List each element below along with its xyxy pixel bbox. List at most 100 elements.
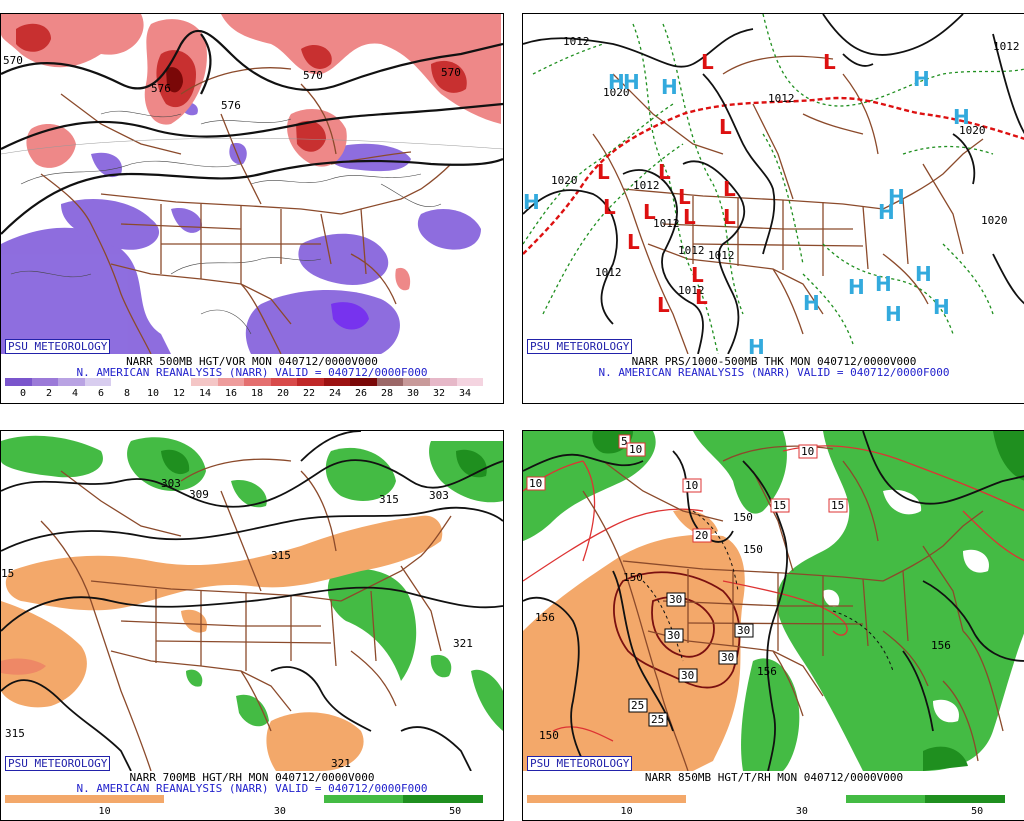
700mb-map: 303 309 315 303 315 15 321 315 321 — [1, 431, 503, 771]
svg-text:H: H — [915, 262, 932, 286]
svg-text:L: L — [695, 285, 708, 309]
colorbar-tick: 16 — [224, 388, 238, 399]
contour-label: 309 — [189, 488, 209, 501]
svg-text:L: L — [719, 115, 732, 139]
colorbar-tick: 2 — [45, 388, 53, 399]
panel-850mb-temp-rh: 156 150 150 156 150 156 150 5 10 10 10 10 15 1… — [522, 430, 1024, 821]
temperature-label: 30 — [737, 624, 750, 637]
panel-subtitle: N. AMERICAN REANALYSIS (NARR) VALID = 04… — [598, 366, 950, 379]
contour-label: 576 — [221, 99, 241, 112]
colorbar-tick: 22 — [302, 388, 316, 399]
panel-title: NARR 500MB HGT/VOR MON 040712/0000V000 — [126, 355, 378, 368]
colorbar-tick: 12 — [172, 388, 186, 399]
temperature-label: 15 — [831, 499, 844, 512]
contour-label: 315 — [271, 549, 291, 562]
temperature-label-box — [666, 592, 686, 607]
svg-text:L: L — [643, 200, 656, 224]
svg-text:H: H — [878, 200, 895, 224]
temperature-label-box — [682, 478, 702, 493]
temperature-label-box — [828, 498, 848, 513]
colorbar-tick: 50 — [971, 806, 984, 817]
temperature-label: 10 — [529, 477, 542, 490]
svg-text:H: H — [848, 275, 865, 299]
colorbar-segment — [31, 378, 59, 386]
colorbar-tick: 6 — [97, 388, 105, 399]
svg-text:H: H — [608, 70, 625, 94]
isobar-label: 1020 — [981, 214, 1008, 227]
svg-text:L: L — [723, 177, 736, 201]
temperature-label-box — [526, 476, 546, 491]
svg-text:H: H — [953, 105, 970, 129]
contour-label: 315 — [5, 727, 25, 740]
isobar-label: 1012 — [678, 284, 705, 297]
colorbar-segment — [244, 378, 271, 386]
colorbar-tick: 32 — [432, 388, 446, 399]
rh-colorbar — [527, 795, 1006, 803]
colorbar-tick: 0 — [19, 388, 27, 399]
contour-label: 321 — [453, 637, 473, 650]
colorbar-segment — [376, 378, 404, 386]
rh-colorbar — [5, 795, 484, 803]
contour-label: 315 — [379, 493, 399, 506]
colorbar-segment — [164, 378, 191, 386]
temperature-label: 10 — [629, 443, 642, 456]
contour-label: 570 — [3, 54, 23, 67]
panel-pressure-thickness: 1012 1012 1020 1020 1012 1012 1020 1012 … — [522, 13, 1024, 404]
isobar-label: 1012 — [993, 40, 1020, 53]
svg-text:L: L — [678, 185, 691, 209]
rh-colorbar-ticks: 1030507090 — [5, 806, 483, 818]
contour-label: 156 — [535, 611, 555, 624]
contour-label: 15 — [1, 567, 14, 580]
colorbar-tick: 4 — [71, 388, 79, 399]
svg-text:L: L — [603, 195, 616, 219]
colorbar-tick: 24 — [328, 388, 342, 399]
colorbar-tick: 30 — [406, 388, 420, 399]
temperature-label: 10 — [801, 445, 814, 458]
colorbar-segment — [297, 378, 324, 386]
svg-text:H: H — [913, 67, 930, 91]
colorbar-segment — [403, 378, 430, 386]
svg-text:L: L — [701, 50, 714, 74]
low-pressure-markers: L LL LLL LL L LLL LLL — [597, 50, 836, 317]
temperature-label-box — [626, 442, 646, 457]
temperature-label: 30 — [667, 629, 680, 642]
colorbar-segment — [5, 378, 32, 386]
temperature-label-box — [734, 623, 754, 638]
temperature-label-box — [718, 650, 738, 665]
colorbar-segment — [84, 378, 112, 386]
isobar-label: 1012 — [768, 92, 795, 105]
contour-label: 150 — [743, 543, 763, 556]
temperature-label-box — [664, 628, 684, 643]
isobar-label: 1020 — [603, 86, 630, 99]
colorbar-tick: 28 — [380, 388, 394, 399]
contour-label: 576 — [151, 82, 171, 95]
temperature-label-box — [628, 698, 648, 713]
vorticity-colorbar-ticks: 0 2 4 6 8 10 12 14 16 18 20 22 24 26 28 30 32 34 — [5, 388, 483, 400]
colorbar-segment — [217, 378, 245, 386]
svg-text:H: H — [661, 75, 678, 99]
colorbar-tick: 18 — [250, 388, 264, 399]
contour-label: 150 — [539, 729, 559, 742]
panel-title: NARR PRS/1000-500MB THK MON 040712/0000V… — [631, 355, 917, 368]
temperature-label-box — [770, 498, 790, 513]
colorbar-tick: 30 — [273, 806, 286, 817]
psu-logo: PSU METEOROLOGY — [527, 339, 633, 354]
svg-text:H: H — [748, 335, 765, 354]
temperature-label-box — [648, 712, 668, 727]
colorbar-tick: 34 — [458, 388, 472, 399]
colorbar-segment — [270, 378, 298, 386]
pressure-map: 1012 1012 1020 1020 1012 1012 1020 1012 … — [523, 14, 1024, 354]
colorbar-segment — [58, 378, 85, 386]
svg-text:H: H — [875, 272, 892, 296]
vorticity-map: 570 576 570 576 570 — [1, 14, 503, 354]
temperature-label: 5 — [621, 435, 628, 448]
colorbar-segment — [111, 378, 138, 386]
svg-text:L: L — [823, 50, 836, 74]
temperature-label: 25 — [631, 699, 644, 712]
contour-label: 150 — [623, 571, 643, 584]
temperature-label: 30 — [721, 651, 734, 664]
svg-text:H: H — [523, 190, 540, 214]
